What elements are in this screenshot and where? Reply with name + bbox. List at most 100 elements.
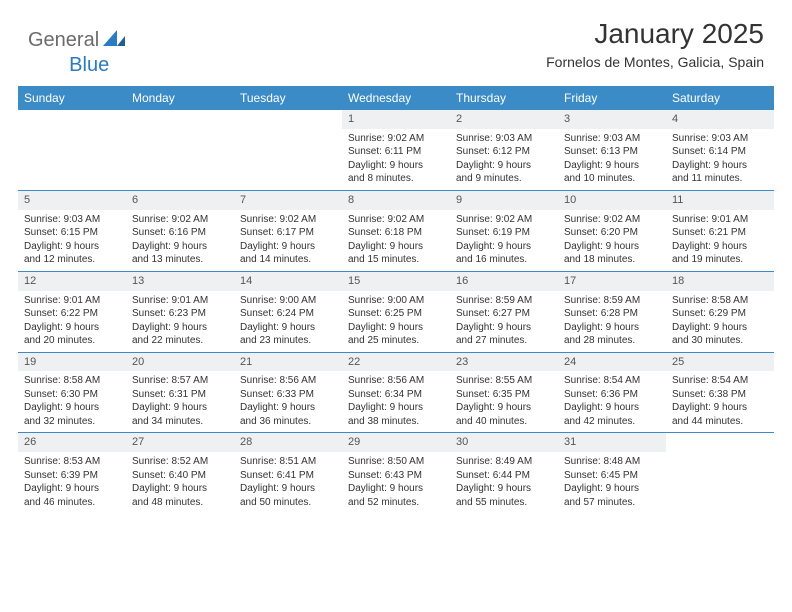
- day-detail-line: Daylight: 9 hours: [564, 401, 660, 415]
- calendar-day-cell: 23Sunrise: 8:55 AMSunset: 6:35 PMDayligh…: [450, 353, 558, 433]
- day-detail-line: Daylight: 9 hours: [348, 401, 444, 415]
- day-detail: Sunrise: 8:50 AMSunset: 6:43 PMDaylight:…: [342, 452, 450, 513]
- day-detail-line: and 34 minutes.: [132, 415, 228, 429]
- day-number: 24: [558, 353, 666, 372]
- day-detail-line: and 32 minutes.: [24, 415, 120, 429]
- day-number: 15: [342, 272, 450, 291]
- day-number: 3: [558, 110, 666, 129]
- day-detail-line: and 50 minutes.: [240, 496, 336, 510]
- weekday-header-cell: Sunday: [18, 86, 126, 110]
- calendar-empty-cell: [666, 433, 774, 513]
- day-detail-line: Daylight: 9 hours: [240, 482, 336, 496]
- day-detail-line: and 52 minutes.: [348, 496, 444, 510]
- calendar-day-cell: 20Sunrise: 8:57 AMSunset: 6:31 PMDayligh…: [126, 353, 234, 433]
- day-detail: Sunrise: 9:03 AMSunset: 6:12 PMDaylight:…: [450, 129, 558, 190]
- day-detail: Sunrise: 9:02 AMSunset: 6:18 PMDaylight:…: [342, 210, 450, 271]
- day-detail-line: Sunrise: 9:03 AM: [672, 132, 768, 146]
- day-detail-line: Daylight: 9 hours: [132, 240, 228, 254]
- day-detail-line: and 10 minutes.: [564, 172, 660, 186]
- calendar-day-cell: 28Sunrise: 8:51 AMSunset: 6:41 PMDayligh…: [234, 433, 342, 513]
- day-detail: Sunrise: 9:00 AMSunset: 6:24 PMDaylight:…: [234, 291, 342, 352]
- day-detail-line: Sunset: 6:18 PM: [348, 226, 444, 240]
- day-detail: Sunrise: 9:02 AMSunset: 6:19 PMDaylight:…: [450, 210, 558, 271]
- day-detail-line: Sunrise: 8:58 AM: [672, 294, 768, 308]
- day-detail: Sunrise: 9:01 AMSunset: 6:22 PMDaylight:…: [18, 291, 126, 352]
- day-detail-line: Sunrise: 8:58 AM: [24, 374, 120, 388]
- day-detail-line: Sunrise: 8:53 AM: [24, 455, 120, 469]
- day-number: 25: [666, 353, 774, 372]
- day-detail-line: Sunrise: 8:56 AM: [240, 374, 336, 388]
- day-detail: Sunrise: 8:56 AMSunset: 6:33 PMDaylight:…: [234, 371, 342, 432]
- day-detail-line: Daylight: 9 hours: [456, 240, 552, 254]
- day-detail-line: and 19 minutes.: [672, 253, 768, 267]
- day-number: 21: [234, 353, 342, 372]
- weekday-header-cell: Monday: [126, 86, 234, 110]
- day-number: 27: [126, 433, 234, 452]
- day-detail-line: Sunrise: 8:48 AM: [564, 455, 660, 469]
- day-detail-line: Daylight: 9 hours: [240, 240, 336, 254]
- day-detail: Sunrise: 8:52 AMSunset: 6:40 PMDaylight:…: [126, 452, 234, 513]
- day-detail-line: Sunset: 6:35 PM: [456, 388, 552, 402]
- day-detail-line: Sunset: 6:22 PM: [24, 307, 120, 321]
- day-detail: Sunrise: 8:58 AMSunset: 6:30 PMDaylight:…: [18, 371, 126, 432]
- day-detail-line: Sunset: 6:33 PM: [240, 388, 336, 402]
- day-detail-line: Sunset: 6:15 PM: [24, 226, 120, 240]
- day-detail-line: Sunrise: 8:59 AM: [564, 294, 660, 308]
- weekday-header-cell: Friday: [558, 86, 666, 110]
- calendar-day-cell: 26Sunrise: 8:53 AMSunset: 6:39 PMDayligh…: [18, 433, 126, 513]
- day-detail: Sunrise: 8:58 AMSunset: 6:29 PMDaylight:…: [666, 291, 774, 352]
- day-detail-line: Sunset: 6:25 PM: [348, 307, 444, 321]
- day-detail-line: Sunrise: 8:56 AM: [348, 374, 444, 388]
- day-detail-line: and 22 minutes.: [132, 334, 228, 348]
- day-detail-line: Sunrise: 8:52 AM: [132, 455, 228, 469]
- calendar-week-row: 5Sunrise: 9:03 AMSunset: 6:15 PMDaylight…: [18, 190, 774, 271]
- day-detail-line: Daylight: 9 hours: [564, 321, 660, 335]
- day-number: 29: [342, 433, 450, 452]
- day-detail-line: Sunrise: 8:59 AM: [456, 294, 552, 308]
- day-detail-line: Sunrise: 8:57 AM: [132, 374, 228, 388]
- day-detail-line: Sunrise: 8:49 AM: [456, 455, 552, 469]
- day-detail-line: and 18 minutes.: [564, 253, 660, 267]
- calendar-day-cell: 9Sunrise: 9:02 AMSunset: 6:19 PMDaylight…: [450, 191, 558, 271]
- weekday-header-row: SundayMondayTuesdayWednesdayThursdayFrid…: [18, 86, 774, 110]
- calendar-day-cell: 6Sunrise: 9:02 AMSunset: 6:16 PMDaylight…: [126, 191, 234, 271]
- day-detail-line: Daylight: 9 hours: [672, 401, 768, 415]
- calendar-week-row: 26Sunrise: 8:53 AMSunset: 6:39 PMDayligh…: [18, 432, 774, 513]
- day-number: 7: [234, 191, 342, 210]
- day-detail-line: Daylight: 9 hours: [24, 482, 120, 496]
- day-number: 18: [666, 272, 774, 291]
- day-detail-line: Sunrise: 9:03 AM: [456, 132, 552, 146]
- day-detail-line: Sunrise: 8:55 AM: [456, 374, 552, 388]
- day-detail-line: and 46 minutes.: [24, 496, 120, 510]
- day-number: 30: [450, 433, 558, 452]
- day-detail-line: Sunset: 6:43 PM: [348, 469, 444, 483]
- day-detail-line: Sunset: 6:23 PM: [132, 307, 228, 321]
- day-detail-line: and 27 minutes.: [456, 334, 552, 348]
- day-detail-line: Daylight: 9 hours: [456, 159, 552, 173]
- day-detail-line: Sunrise: 8:50 AM: [348, 455, 444, 469]
- day-detail-line: Sunset: 6:13 PM: [564, 145, 660, 159]
- day-number: 23: [450, 353, 558, 372]
- calendar-day-cell: 5Sunrise: 9:03 AMSunset: 6:15 PMDaylight…: [18, 191, 126, 271]
- calendar-day-cell: 22Sunrise: 8:56 AMSunset: 6:34 PMDayligh…: [342, 353, 450, 433]
- day-number: 20: [126, 353, 234, 372]
- calendar-day-cell: 3Sunrise: 9:03 AMSunset: 6:13 PMDaylight…: [558, 110, 666, 190]
- day-detail-line: Daylight: 9 hours: [456, 482, 552, 496]
- day-number: 2: [450, 110, 558, 129]
- calendar-day-cell: 11Sunrise: 9:01 AMSunset: 6:21 PMDayligh…: [666, 191, 774, 271]
- calendar-day-cell: 19Sunrise: 8:58 AMSunset: 6:30 PMDayligh…: [18, 353, 126, 433]
- day-detail-line: and 30 minutes.: [672, 334, 768, 348]
- day-detail: Sunrise: 9:03 AMSunset: 6:15 PMDaylight:…: [18, 210, 126, 271]
- calendar-day-cell: 29Sunrise: 8:50 AMSunset: 6:43 PMDayligh…: [342, 433, 450, 513]
- month-title: January 2025: [546, 18, 764, 50]
- day-detail-line: Sunset: 6:29 PM: [672, 307, 768, 321]
- day-detail: Sunrise: 8:49 AMSunset: 6:44 PMDaylight:…: [450, 452, 558, 513]
- day-number: 31: [558, 433, 666, 452]
- brand-triangle-icon: [103, 30, 125, 51]
- day-detail: Sunrise: 9:01 AMSunset: 6:21 PMDaylight:…: [666, 210, 774, 271]
- day-detail-line: and 9 minutes.: [456, 172, 552, 186]
- day-number: 11: [666, 191, 774, 210]
- day-detail-line: Daylight: 9 hours: [132, 321, 228, 335]
- day-detail-line: Sunset: 6:28 PM: [564, 307, 660, 321]
- day-detail: Sunrise: 8:53 AMSunset: 6:39 PMDaylight:…: [18, 452, 126, 513]
